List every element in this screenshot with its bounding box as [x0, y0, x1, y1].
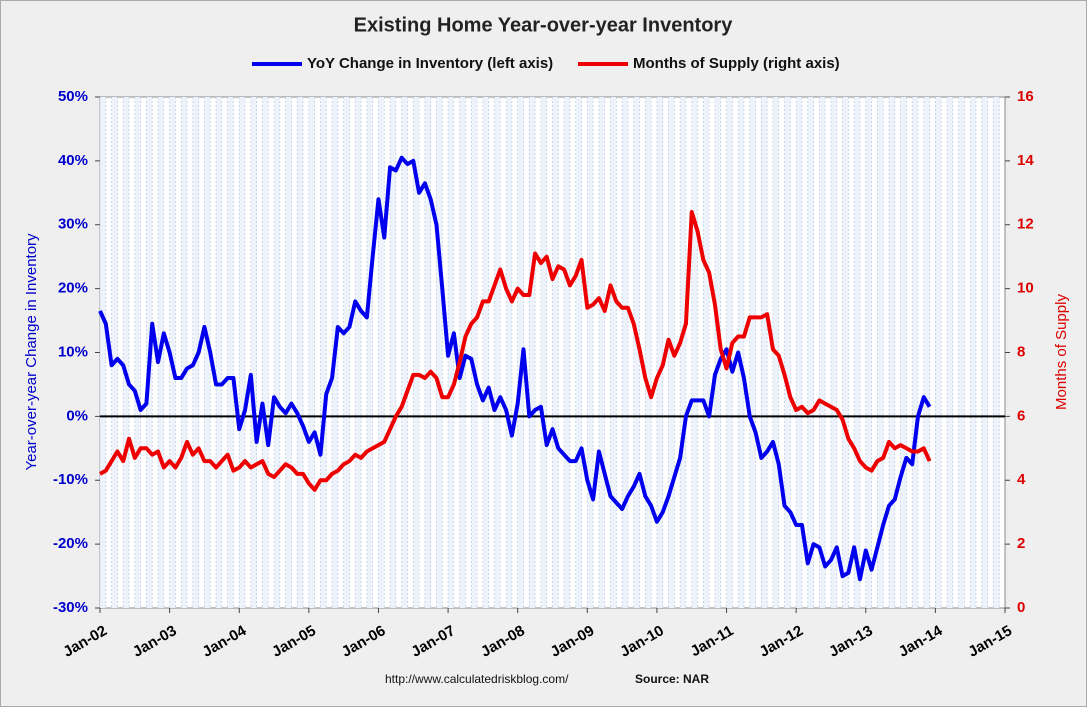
- y-axis-label: Year-over-year Change in Inventory: [23, 233, 40, 471]
- stripe: [564, 97, 570, 608]
- stripe: [784, 97, 791, 608]
- y-tick-label: -10%: [53, 471, 88, 488]
- stripe: [645, 97, 652, 608]
- stripe: [552, 97, 559, 608]
- stripe: [958, 97, 965, 608]
- stripe: [192, 97, 199, 608]
- y2-tick-label: 16: [1017, 88, 1034, 105]
- stripe: [807, 97, 814, 608]
- y2-tick-label: 4: [1017, 471, 1026, 488]
- y-tick-label: 20%: [58, 280, 88, 297]
- stripe: [529, 97, 536, 608]
- stripe: [575, 97, 582, 608]
- stripe: [877, 97, 884, 608]
- y2-tick-label: 0: [1017, 599, 1025, 616]
- stripe: [749, 97, 756, 608]
- series-line: [99, 209, 932, 492]
- stripe: [366, 97, 373, 608]
- stripe: [540, 97, 547, 608]
- y-tick-label: 0%: [66, 407, 88, 424]
- stripe: [297, 97, 304, 608]
- y-tick-label: -20%: [53, 535, 88, 552]
- stripe: [900, 97, 907, 608]
- stripe: [993, 97, 1000, 608]
- stripe: [865, 97, 872, 608]
- stripe: [123, 97, 130, 608]
- stripe: [970, 97, 976, 608]
- stripe: [471, 97, 478, 608]
- stripe: [830, 97, 837, 608]
- y2-tick-label: 8: [1017, 343, 1025, 360]
- y2-tick-label: 2: [1017, 535, 1025, 552]
- stripe: [181, 97, 188, 608]
- stripe: [343, 97, 350, 608]
- stripe: [308, 97, 315, 608]
- stripe: [448, 97, 454, 608]
- y-tick-label: 40%: [58, 152, 88, 169]
- stripe: [111, 97, 118, 608]
- stripe: [656, 97, 663, 608]
- stripe: [262, 97, 269, 608]
- stripe: [355, 97, 362, 608]
- stripe: [274, 97, 280, 608]
- y2-tick-label: 12: [1017, 216, 1034, 233]
- stripe: [424, 97, 431, 608]
- stripe: [680, 97, 686, 608]
- stripe: [796, 97, 802, 608]
- stripe: [888, 97, 895, 608]
- stripe: [981, 97, 988, 608]
- stripe: [691, 97, 698, 608]
- stripe: [494, 97, 501, 608]
- stripe: [517, 97, 524, 608]
- stripe: [227, 97, 234, 608]
- y-tick-label: -30%: [53, 599, 88, 616]
- stripe: [482, 97, 489, 608]
- stripe: [320, 97, 327, 608]
- stripe: [622, 97, 628, 608]
- series-line: [98, 155, 932, 582]
- stripe: [587, 97, 594, 608]
- y2-axis-label: Months of Supply: [1053, 294, 1070, 410]
- stripe: [216, 97, 222, 608]
- stripe: [761, 97, 768, 608]
- stripe: [204, 97, 211, 608]
- stripe: [100, 97, 106, 608]
- stripe: [506, 97, 512, 608]
- stripe: [842, 97, 849, 608]
- y-tick-label: 30%: [58, 216, 88, 233]
- y2-tick-label: 14: [1017, 152, 1034, 169]
- y2-tick-label: 6: [1017, 407, 1025, 424]
- stripe: [413, 97, 420, 608]
- stripe: [134, 97, 141, 608]
- stripe: [239, 97, 246, 608]
- stripe: [714, 97, 721, 608]
- stripe: [436, 97, 443, 608]
- chart-title: Existing Home Year-over-year Inventory: [354, 14, 734, 36]
- y-tick-label: 10%: [58, 343, 88, 360]
- stripe: [285, 97, 292, 608]
- stripe: [378, 97, 385, 608]
- stripe: [935, 97, 942, 608]
- stripe: [169, 97, 176, 608]
- stripe: [250, 97, 257, 608]
- y2-tick-label: 10: [1017, 280, 1034, 297]
- legend-label: Months of Supply (right axis): [633, 55, 840, 72]
- stripe: [703, 97, 710, 608]
- source-url: http://www.calculatedriskblog.com/: [385, 672, 569, 686]
- legend-label: YoY Change in Inventory (left axis): [307, 55, 553, 72]
- stripe: [946, 97, 953, 608]
- stripe: [598, 97, 605, 608]
- source: Source: NAR: [635, 672, 709, 686]
- stripe: [819, 97, 826, 608]
- stripe: [633, 97, 640, 608]
- stripe: [912, 97, 918, 608]
- stripe: [738, 97, 744, 608]
- stripe: [401, 97, 408, 608]
- stripe: [854, 97, 860, 608]
- stripe: [390, 97, 396, 608]
- stripe: [923, 97, 930, 608]
- y-tick-label: 50%: [58, 88, 88, 105]
- stripe: [610, 97, 617, 608]
